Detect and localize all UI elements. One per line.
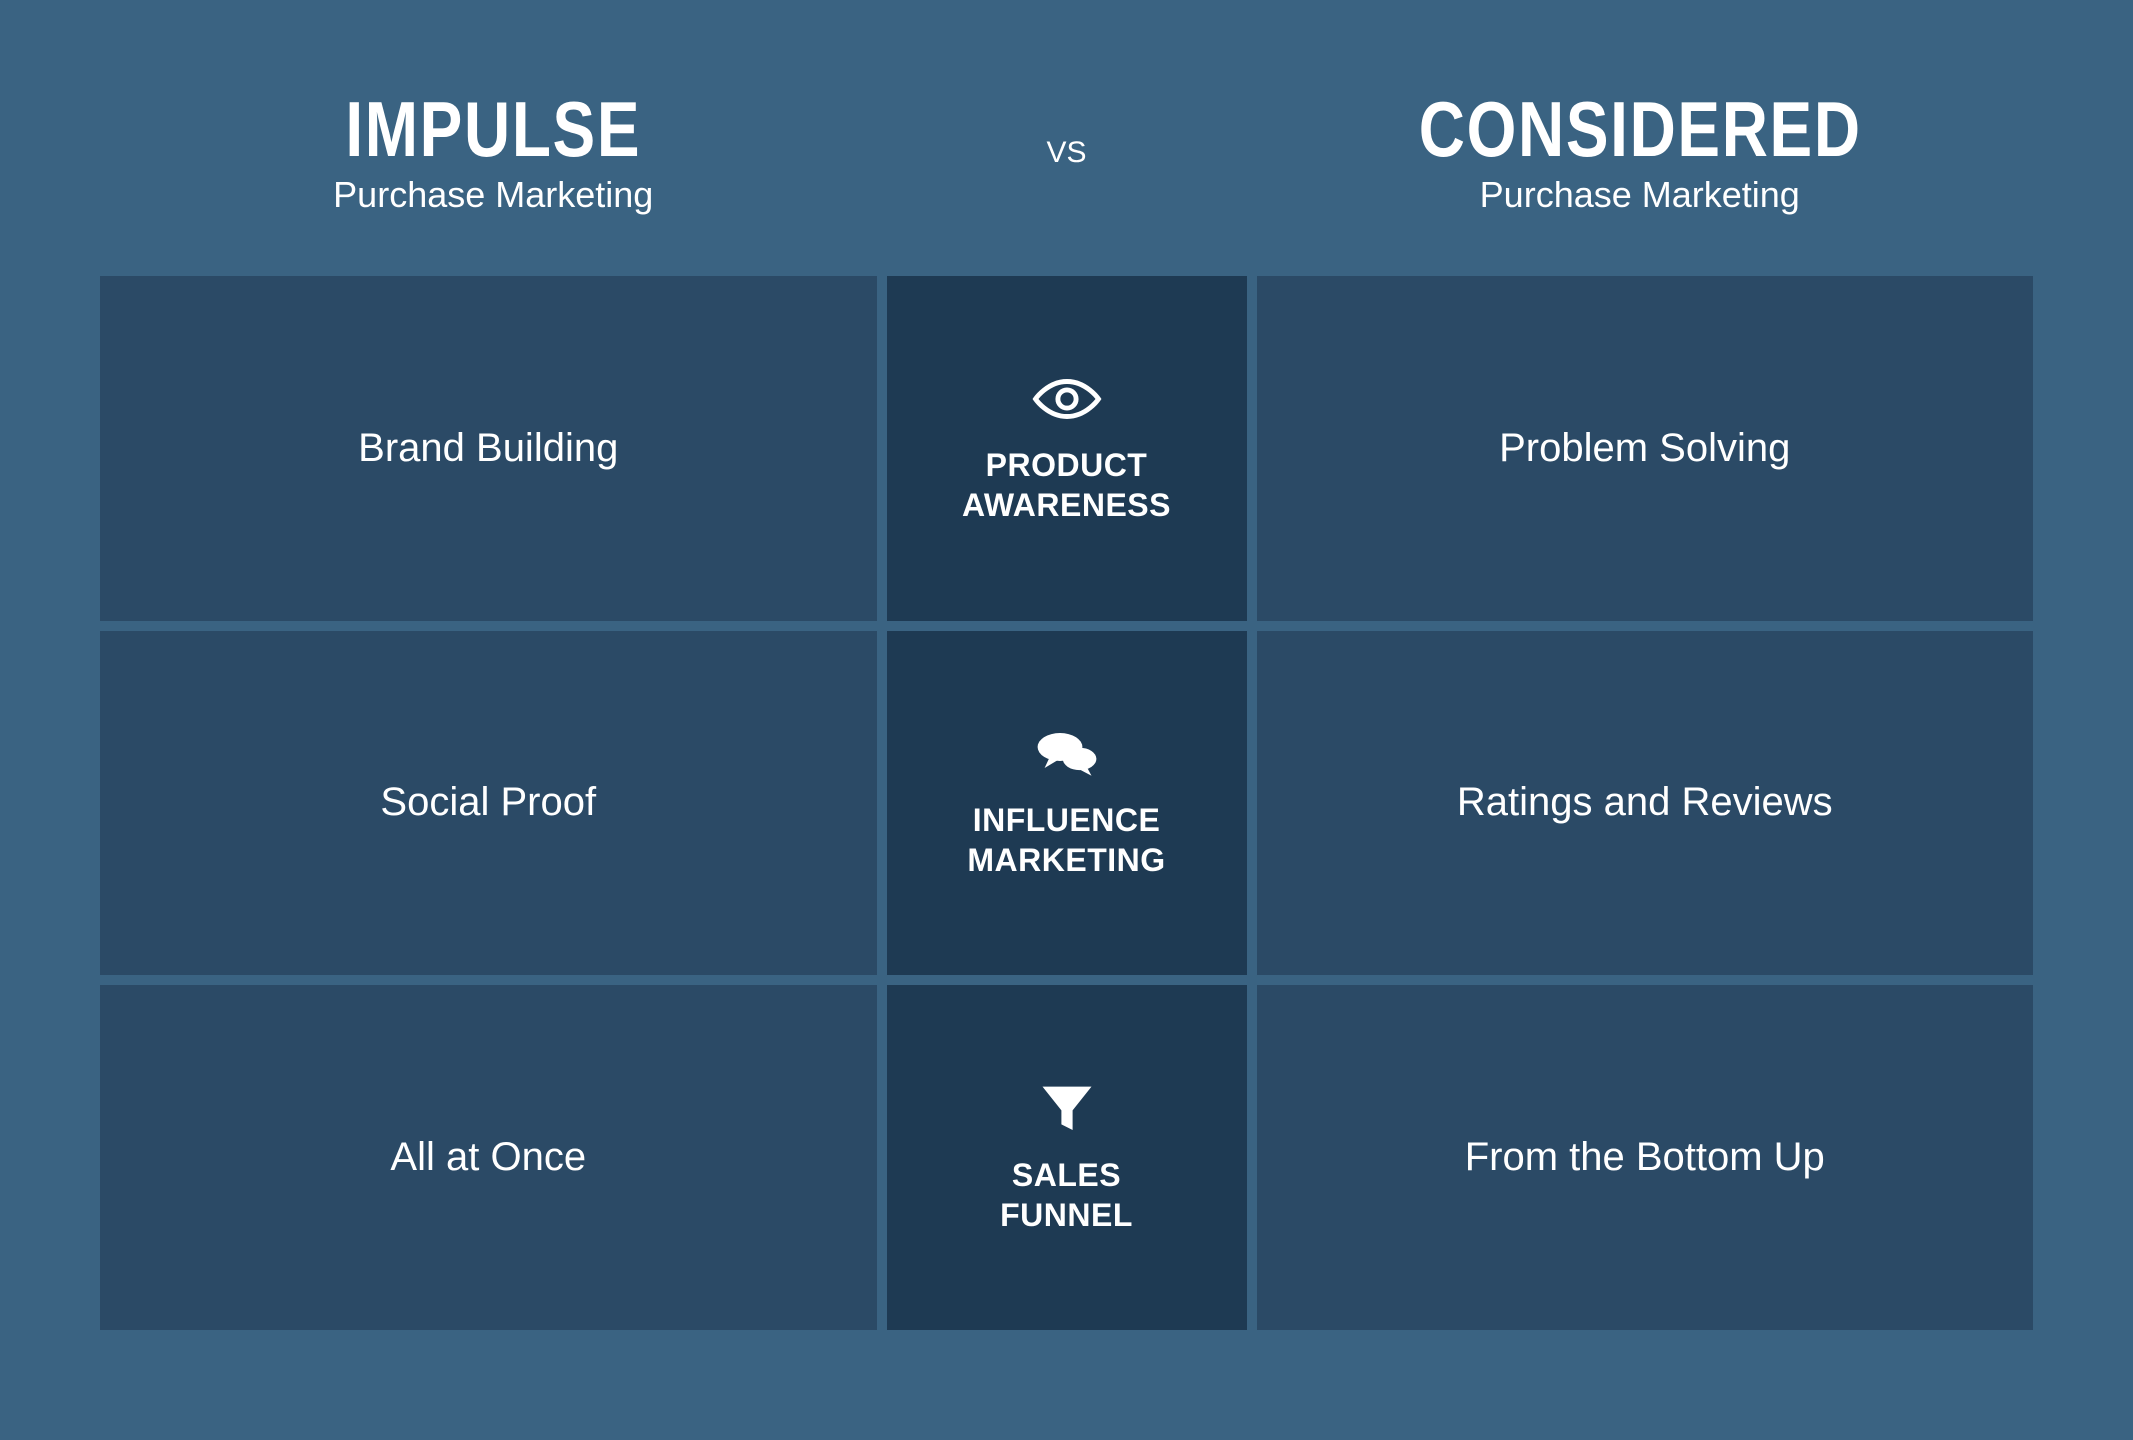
eye-icon	[1032, 371, 1102, 427]
header-left: IMPULSE Purchase Marketing	[100, 90, 887, 216]
row3-mid-cell: SALES FUNNEL	[887, 985, 1247, 1330]
row1-right-text: Problem Solving	[1499, 426, 1790, 471]
header-left-sub: Purchase Marketing	[100, 174, 887, 216]
row2-left-cell: Social Proof	[100, 631, 877, 976]
row1-mid-label: PRODUCT AWARENESS	[962, 445, 1171, 525]
header-right-title: CONSIDERED	[1317, 90, 1962, 168]
header-vs: VS	[887, 136, 1247, 170]
row3-left-cell: All at Once	[100, 985, 877, 1330]
infographic-canvas: IMPULSE Purchase Marketing VS CONSIDERED…	[0, 0, 2133, 1440]
header-right: CONSIDERED Purchase Marketing	[1247, 90, 2034, 216]
header-row: IMPULSE Purchase Marketing VS CONSIDERED…	[100, 90, 2033, 216]
row2-mid-label: INFLUENCE MARKETING	[967, 800, 1165, 880]
row1-left-cell: Brand Building	[100, 276, 877, 621]
row3-left-text: All at Once	[390, 1135, 586, 1180]
row3-mid-label: SALES FUNNEL	[1000, 1155, 1133, 1235]
row1-mid-cell: PRODUCT AWARENESS	[887, 276, 1247, 621]
row2-mid-cell: INFLUENCE MARKETING	[887, 631, 1247, 976]
row2-left-text: Social Proof	[380, 780, 596, 825]
comparison-grid: Brand Building PRODUCT AWARENESS Problem…	[100, 276, 2033, 1330]
funnel-icon	[1032, 1081, 1102, 1137]
header-right-sub: Purchase Marketing	[1247, 174, 2034, 216]
row1-right-cell: Problem Solving	[1257, 276, 2034, 621]
row2-right-cell: Ratings and Reviews	[1257, 631, 2034, 976]
row3-right-cell: From the Bottom Up	[1257, 985, 2034, 1330]
row1-left-text: Brand Building	[358, 426, 618, 471]
row2-right-text: Ratings and Reviews	[1457, 780, 1833, 825]
chat-icon	[1032, 726, 1102, 782]
header-left-title: IMPULSE	[171, 90, 816, 168]
row3-right-text: From the Bottom Up	[1465, 1135, 1825, 1180]
